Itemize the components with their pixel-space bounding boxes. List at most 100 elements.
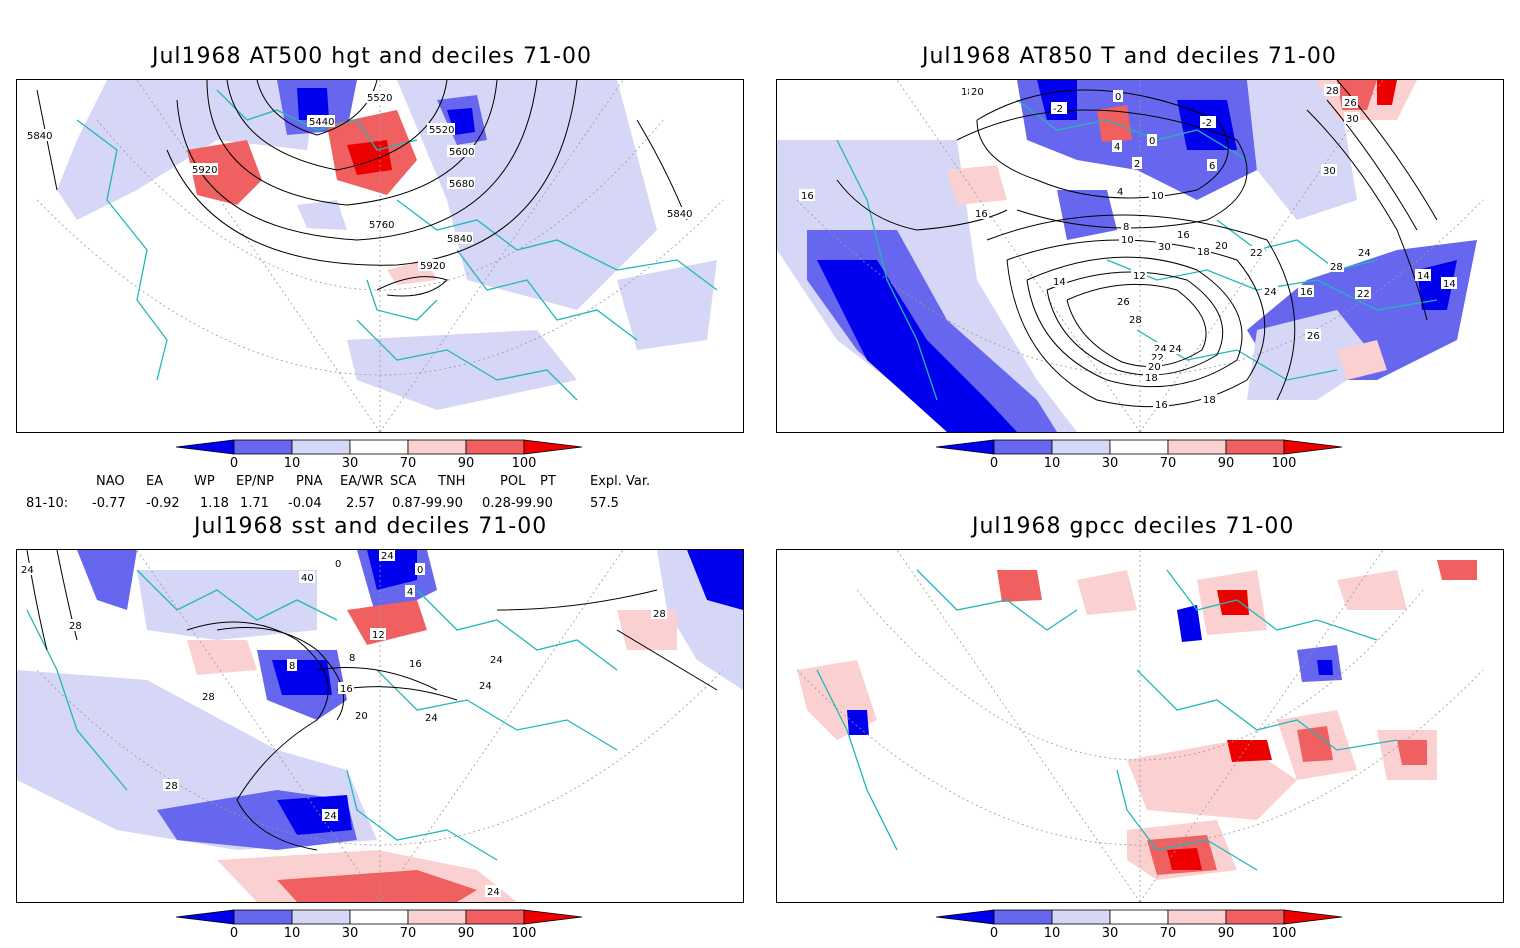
contour-label: 24 bbox=[1167, 342, 1183, 355]
contour-label: 5520 bbox=[365, 91, 393, 104]
colorbar-segment bbox=[936, 439, 995, 455]
svg-text:16: 16 bbox=[340, 684, 353, 695]
svg-text:0: 0 bbox=[1115, 92, 1121, 103]
colorbar-tick-label: 90 bbox=[1218, 456, 1235, 471]
svg-text:10: 10 bbox=[1121, 235, 1134, 246]
svg-text:24: 24 bbox=[21, 565, 34, 576]
contour-label: 8 bbox=[1121, 220, 1131, 233]
svg-text:0: 0 bbox=[335, 559, 341, 570]
colorbar-segment bbox=[523, 439, 583, 455]
colorbar-tick-label: 70 bbox=[1160, 456, 1177, 471]
idx-value-ea: -0.92 bbox=[146, 496, 180, 511]
svg-text:-2: -2 bbox=[1053, 104, 1063, 115]
svg-text:5440: 5440 bbox=[309, 117, 334, 128]
contour-label: 16 bbox=[799, 189, 815, 202]
svg-text:5760: 5760 bbox=[369, 220, 394, 231]
idx-row-label: 81-10: bbox=[26, 496, 69, 511]
contour-label: 12 bbox=[1131, 269, 1147, 282]
contour-label: 16 bbox=[407, 657, 423, 670]
svg-text:16: 16 bbox=[801, 191, 814, 202]
idx-value-pol-pt: 0.28-99.90 bbox=[482, 496, 553, 511]
colorbar-segment bbox=[407, 909, 467, 925]
teleconnection-indices: NAO EA WP EP/NP PNA EA/WR SCA TNH POL PT… bbox=[0, 474, 700, 514]
svg-text:18: 18 bbox=[961, 87, 974, 98]
colorbar-segment bbox=[291, 439, 351, 455]
colorbar-segment bbox=[1109, 909, 1169, 925]
idx-header-eawr: EA/WR bbox=[340, 474, 384, 489]
contour-label: 40 bbox=[299, 571, 315, 584]
contour-label: 6 bbox=[1207, 159, 1217, 172]
contour-label: 5920 bbox=[418, 259, 446, 272]
colorbar-svg: 0 10 30 70 90 100 bbox=[176, 909, 583, 941]
idx-value-explvar: 57.5 bbox=[590, 496, 619, 511]
coastlines bbox=[76, 89, 718, 401]
contour-label: 18 bbox=[1201, 393, 1217, 406]
svg-text:4: 4 bbox=[407, 587, 413, 598]
contour-label: 20 bbox=[1146, 360, 1162, 373]
contour-label: 5840 bbox=[445, 232, 473, 245]
svg-text:16: 16 bbox=[1300, 287, 1313, 298]
idx-value-sca-tnh: 0.87-99.90 bbox=[392, 496, 463, 511]
contour-label: 5520 bbox=[427, 123, 455, 136]
colorbar-segment bbox=[1225, 439, 1285, 455]
svg-text:28: 28 bbox=[653, 609, 666, 620]
colorbar-tick-label: 0 bbox=[230, 456, 238, 471]
colorbar-tick-label: 100 bbox=[512, 456, 537, 471]
colorbar-tick-label: 0 bbox=[990, 456, 998, 471]
colorbar-segment bbox=[176, 439, 235, 455]
idx-header-explvar: Expl. Var. bbox=[590, 474, 651, 489]
idx-header-pna: PNA bbox=[296, 474, 323, 489]
contour-label: 20 bbox=[1213, 239, 1229, 252]
svg-text:6: 6 bbox=[1209, 161, 1215, 172]
contour-label: 18 bbox=[1195, 245, 1211, 258]
map-panel-gpcc bbox=[776, 549, 1504, 903]
contour-label: 14 bbox=[1441, 277, 1457, 290]
svg-text:8: 8 bbox=[349, 653, 355, 664]
colorbar-segment bbox=[349, 439, 409, 455]
idx-header-epnp: EP/NP bbox=[236, 474, 274, 489]
svg-text:26: 26 bbox=[1307, 331, 1320, 342]
svg-text:20: 20 bbox=[355, 711, 368, 722]
map-panel-sst: 24 0 40 0 24 4 28 28 8 12 8 16 28 16 24 24 20 24 24 28 24 bbox=[16, 549, 744, 903]
colorbar-tick-label: 30 bbox=[342, 456, 359, 471]
contour-label: 24 bbox=[485, 885, 501, 898]
colorbar-tick-label: 30 bbox=[1102, 926, 1119, 941]
panel-title-gpcc: Jul1968 gpcc deciles 71-00 bbox=[972, 514, 1295, 539]
map-sst: 24 0 40 0 24 4 28 28 8 12 8 16 28 16 24 24 20 24 24 28 24 bbox=[17, 550, 743, 902]
colorbar-tick-label: 10 bbox=[1044, 456, 1061, 471]
contour-label: 30 bbox=[1344, 112, 1360, 125]
contour-label: 10 bbox=[1119, 233, 1135, 246]
svg-text:5520: 5520 bbox=[429, 125, 454, 136]
idx-header-pol: POL bbox=[500, 474, 526, 489]
sst-contours bbox=[26, 550, 718, 851]
svg-text:8: 8 bbox=[289, 661, 295, 672]
svg-text:24: 24 bbox=[1264, 287, 1277, 298]
svg-text:-2: -2 bbox=[1202, 118, 1212, 129]
svg-text:0: 0 bbox=[417, 565, 423, 576]
svg-text:28: 28 bbox=[165, 781, 178, 792]
svg-text:20: 20 bbox=[971, 87, 984, 98]
decile-shading bbox=[17, 550, 743, 902]
contour-label: 24 bbox=[322, 809, 338, 822]
colorbar-segment bbox=[233, 439, 293, 455]
contour-label: 22 bbox=[1355, 287, 1371, 300]
map-panel-t850: 18 20 -2 0 -2 28 26 30 4 0 2 6 30 16 16 4 30 10 8 10 16 18 20 2… bbox=[776, 79, 1504, 433]
colorbar-svg: 0 10 30 70 90 100 bbox=[936, 439, 1343, 471]
svg-text:30: 30 bbox=[1346, 114, 1359, 125]
contour-label: 28 bbox=[651, 607, 667, 620]
contour-label: 5760 bbox=[367, 218, 395, 231]
svg-text:10: 10 bbox=[1151, 191, 1164, 202]
colorbar-segment bbox=[407, 439, 467, 455]
svg-text:22: 22 bbox=[1151, 353, 1164, 364]
colorbar-segment bbox=[176, 909, 235, 925]
contour-label: 24 bbox=[1356, 246, 1372, 259]
svg-text:18: 18 bbox=[1145, 373, 1158, 384]
decile-shading bbox=[777, 80, 1477, 432]
colorbar-tick-label: 90 bbox=[458, 926, 475, 941]
contour-label: 16 bbox=[1298, 285, 1314, 298]
colorbar-tick-label: 90 bbox=[1218, 926, 1235, 941]
idx-header-tnh: TNH bbox=[438, 474, 466, 489]
idx-value-eawr: 2.57 bbox=[346, 496, 375, 511]
contour-label: 2 bbox=[1132, 157, 1142, 170]
idx-value-nao: -0.77 bbox=[92, 496, 126, 511]
